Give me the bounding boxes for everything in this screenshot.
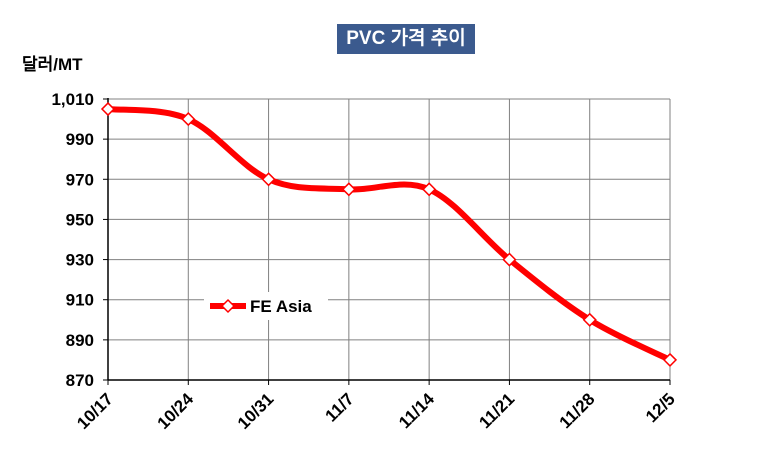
x-tick-label: 11/21 — [475, 389, 518, 432]
x-tick-label: 10/24 — [154, 389, 198, 433]
x-tick-label: 11/14 — [395, 389, 438, 432]
y-tick-label: 990 — [66, 130, 94, 149]
data-point-marker — [181, 112, 196, 127]
data-point-marker — [100, 101, 116, 117]
data-point-marker — [261, 172, 276, 187]
x-tick-label: 10/17 — [73, 389, 117, 433]
y-tick-label: 910 — [66, 291, 94, 310]
y-tick-label: 870 — [66, 371, 94, 390]
y-tick-label: 1,010 — [51, 90, 94, 109]
y-axis-unit-label: 달러/MT — [22, 55, 83, 74]
data-point-marker — [502, 252, 517, 267]
data-point-marker — [662, 352, 678, 367]
x-tick-label: 10/31 — [234, 389, 278, 433]
x-tick-label: 12/5 — [642, 389, 679, 426]
data-point-marker — [341, 182, 356, 197]
chart-title: PVC 가격 추이 — [337, 24, 475, 54]
y-tick-label: 970 — [66, 170, 94, 189]
y-tick-label: 930 — [66, 251, 94, 270]
legend-marker — [220, 298, 236, 314]
series-line — [105, 106, 673, 363]
y-tick-label: 950 — [66, 210, 94, 229]
x-tick-label: 11/7 — [322, 389, 358, 425]
plot-background — [108, 99, 670, 380]
legend-label: FE Asia — [250, 297, 312, 316]
data-point-marker — [582, 312, 597, 327]
y-tick-label: 890 — [66, 331, 94, 350]
x-tick-label: 11/28 — [556, 389, 599, 432]
data-point-marker — [422, 182, 437, 197]
